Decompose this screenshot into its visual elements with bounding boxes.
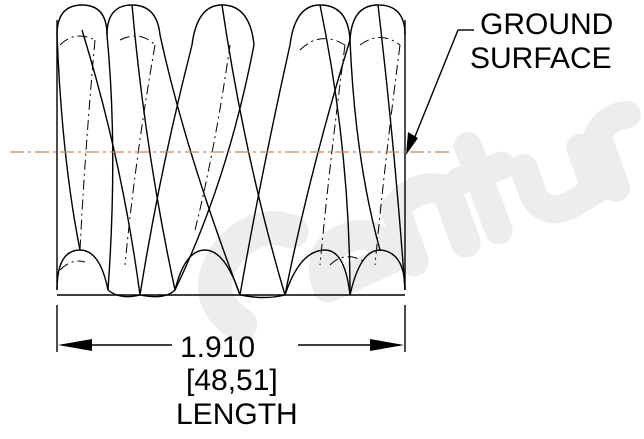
strand-3 xyxy=(131,4,176,291)
hidden-strand-7 xyxy=(319,44,346,266)
dimension-arrow-left xyxy=(58,339,92,351)
watermark xyxy=(197,100,641,342)
spring-body xyxy=(56,4,406,299)
ground-surface-label-line2: SURFACE xyxy=(470,42,612,75)
hidden-strand-5 xyxy=(194,44,231,231)
dimension-label: LENGTH xyxy=(176,398,298,431)
dimension-value: 1.910 xyxy=(180,331,256,364)
hidden-strand-4 xyxy=(124,44,156,266)
hidden-strand-1 xyxy=(59,35,96,46)
hidden-strand-11 xyxy=(329,256,366,266)
hidden-strand-9 xyxy=(374,44,401,266)
coil-bottom-1 xyxy=(56,249,109,291)
dimension-metric: [48,51] xyxy=(186,364,278,397)
hidden-strand-8 xyxy=(359,37,401,46)
ground-surface-leader xyxy=(411,29,474,145)
hidden-strand-10 xyxy=(59,260,86,271)
strand-5 xyxy=(139,44,193,296)
hidden-strands xyxy=(59,35,401,271)
hidden-strand-6 xyxy=(299,38,346,51)
strand-13 xyxy=(56,34,81,251)
strand-7 xyxy=(174,44,255,291)
strand-9 xyxy=(319,4,351,296)
ground-surface-label-line1: GROUND xyxy=(480,8,614,41)
strand-1 xyxy=(106,34,114,291)
coil-bottom-3 xyxy=(139,249,206,298)
hidden-strand-2 xyxy=(79,39,96,251)
hidden-strand-3 xyxy=(119,35,156,46)
strand-8 xyxy=(239,44,291,296)
strand-11 xyxy=(377,4,406,291)
strand-10 xyxy=(284,39,351,296)
dimension-arrow-right xyxy=(370,339,404,351)
strand-6 xyxy=(221,4,286,296)
strand-12 xyxy=(349,39,381,251)
strand-4 xyxy=(159,34,241,296)
leader-arrowhead xyxy=(406,132,418,155)
coil-top-5 xyxy=(349,4,406,41)
coil-top-1 xyxy=(56,4,108,36)
coil-bottom-5 xyxy=(284,249,351,296)
strand-2 xyxy=(81,29,141,296)
